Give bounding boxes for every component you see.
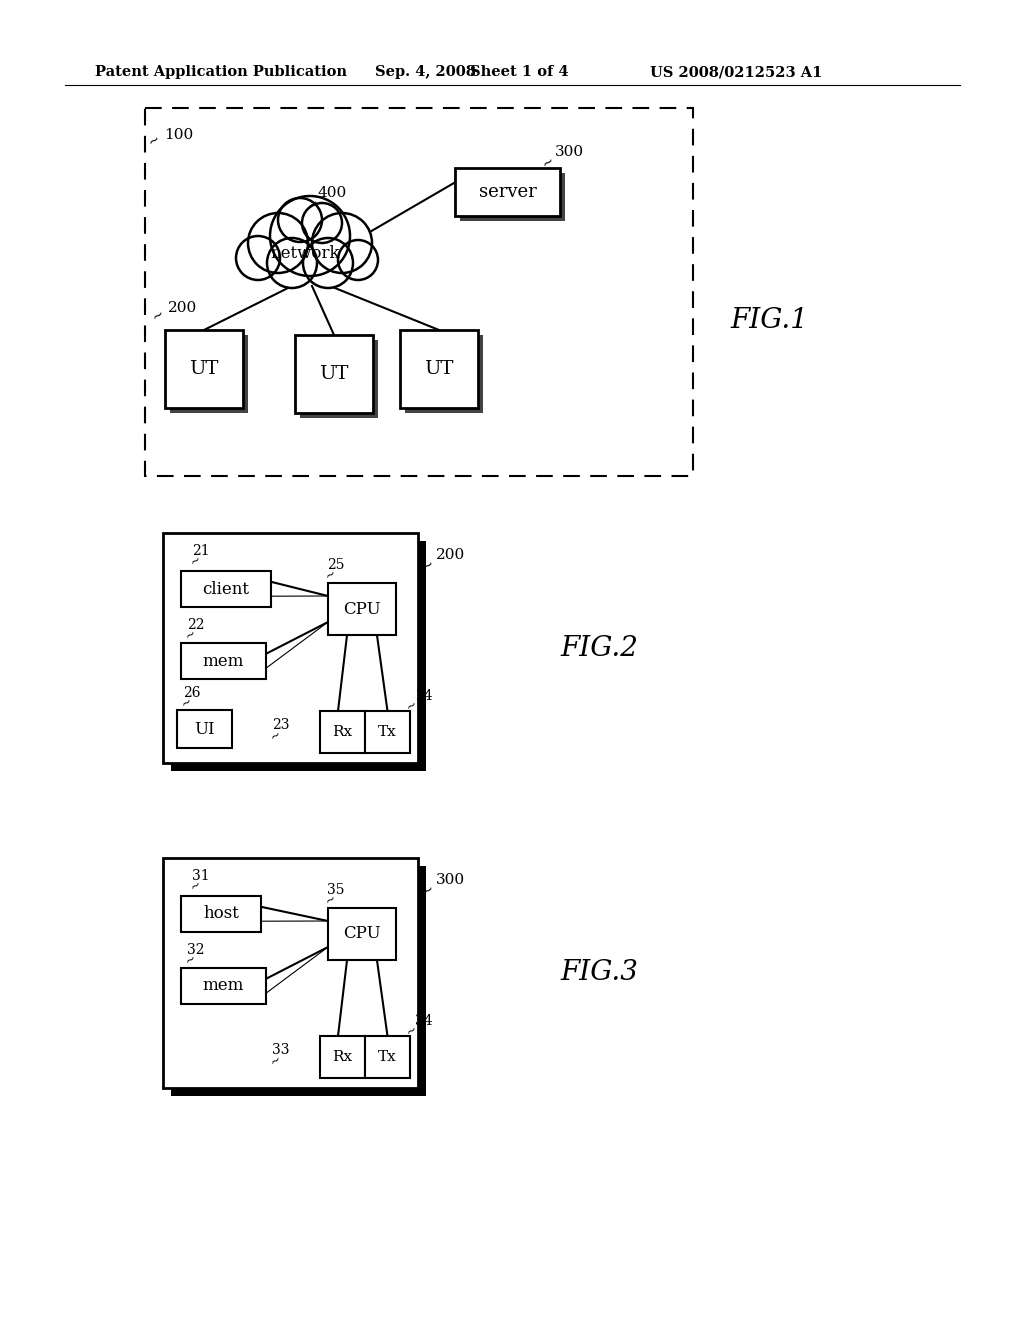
Text: ~: ~ [183,950,199,968]
Text: server: server [478,183,537,201]
Text: FIG.1: FIG.1 [730,306,808,334]
Text: CPU: CPU [343,601,381,618]
Bar [400,330,478,408]
Text: 31: 31 [193,869,210,883]
Bar [319,1036,365,1078]
Bar [460,173,565,220]
Bar [295,335,373,413]
Text: mem: mem [203,652,244,669]
Bar [171,541,426,771]
Circle shape [270,195,350,276]
Text: Sheet 1 of 4: Sheet 1 of 4 [470,65,568,79]
Text: UT: UT [189,360,219,378]
Text: ~: ~ [540,153,557,172]
Text: 24: 24 [415,689,432,704]
Bar [328,583,396,635]
Text: ~: ~ [188,552,204,569]
Bar [163,533,418,763]
Text: Rx: Rx [333,1049,352,1064]
Bar [181,643,266,678]
Text: 100: 100 [164,128,194,143]
Text: host: host [203,906,239,923]
Circle shape [278,198,322,242]
Text: 300: 300 [436,873,465,887]
Text: ~: ~ [179,694,195,710]
Bar [171,866,426,1096]
Text: ~: ~ [268,1052,284,1068]
Bar [328,908,396,960]
Text: 23: 23 [272,718,290,733]
Bar [365,711,410,752]
Circle shape [338,240,378,280]
Text: 33: 33 [272,1043,290,1057]
Text: ~: ~ [404,697,420,713]
Text: FIG.2: FIG.2 [560,635,638,661]
Text: UT: UT [319,366,349,383]
Bar [181,968,266,1005]
Circle shape [236,236,280,280]
Text: Patent Application Publication: Patent Application Publication [95,65,347,79]
Text: ~: ~ [323,566,339,582]
Bar [163,858,418,1088]
Bar [406,335,483,413]
Text: mem: mem [203,978,244,994]
Text: ~: ~ [183,626,199,643]
Circle shape [302,203,342,243]
Text: ~: ~ [323,891,339,907]
Text: CPU: CPU [343,925,381,942]
Text: 34: 34 [415,1014,432,1028]
Bar [170,335,248,413]
Text: ~: ~ [188,876,204,894]
Circle shape [248,213,308,273]
Text: 25: 25 [328,558,345,572]
Text: UT: UT [424,360,454,378]
Text: Sep. 4, 2008: Sep. 4, 2008 [375,65,476,79]
Circle shape [267,238,317,288]
Text: 200: 200 [436,548,465,562]
Text: ~: ~ [404,1022,420,1039]
Text: ~: ~ [145,131,163,149]
Text: FIG.3: FIG.3 [560,960,638,986]
Text: 200: 200 [168,301,198,315]
Bar [455,168,560,216]
Text: 300: 300 [555,145,584,158]
Bar [300,341,378,418]
Text: 22: 22 [187,618,205,632]
Text: 400: 400 [318,186,347,201]
Text: UI: UI [195,721,215,738]
Text: 32: 32 [187,942,205,957]
Bar [181,896,261,932]
Text: 26: 26 [183,686,201,700]
Circle shape [312,213,372,273]
Text: ~: ~ [304,195,322,213]
Text: Rx: Rx [333,725,352,739]
Text: 35: 35 [328,883,345,898]
Text: US 2008/0212523 A1: US 2008/0212523 A1 [650,65,822,79]
Bar [365,1036,410,1078]
Text: Tx: Tx [378,1049,397,1064]
Text: network: network [270,244,340,261]
Bar [177,710,232,748]
Text: ~: ~ [150,306,167,325]
Bar [181,572,271,607]
Text: 21: 21 [193,544,210,558]
Text: ~: ~ [268,727,284,743]
Bar [145,108,693,477]
Bar [319,711,365,752]
Text: ~: ~ [419,556,437,574]
Bar [165,330,243,408]
Circle shape [303,238,353,288]
Text: client: client [203,581,250,598]
Text: Tx: Tx [378,725,397,739]
Text: ~: ~ [419,880,437,899]
